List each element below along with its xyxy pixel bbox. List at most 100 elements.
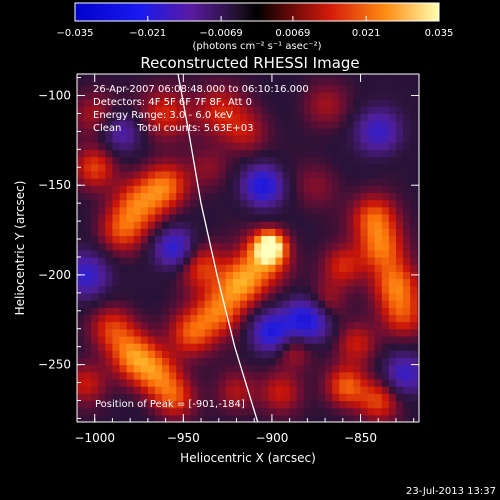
heatmap-cell [339,149,347,158]
heatmap-cell [247,221,255,229]
heatmap-cell [310,163,319,172]
heatmap-cell [374,264,383,272]
heatmap-cell [310,242,319,251]
heatmap-cell [282,127,291,136]
heatmap-cell [381,242,390,251]
heatmap-cell [240,163,248,172]
heatmap-cell [77,350,85,359]
heatmap-cell [346,134,355,143]
heatmap-cell [232,242,241,251]
heatmap-cell [112,285,121,294]
heatmap-cell [381,156,390,165]
heatmap-cell [225,170,234,179]
heatmap-cell [154,350,163,359]
heatmap-cell [183,285,192,294]
heatmap-cell [98,357,106,366]
heatmap-cell [332,221,340,229]
heatmap-cell [254,364,262,373]
heatmap-cell [339,170,347,179]
heatmap-cell [296,371,305,380]
heatmap-cell [317,74,326,79]
heatmap-cell [282,321,291,330]
heatmap-cell [367,386,376,394]
heatmap-cell [410,249,418,258]
heatmap-cell [190,249,199,258]
heatmap-cell [346,235,355,244]
heatmap-cell [388,156,397,165]
heatmap-cell [367,106,376,115]
heatmap-cell [374,271,383,280]
heatmap-cell [133,321,142,330]
colorbar-gradient [74,2,440,22]
heatmap-cell [105,264,114,272]
heatmap-cell [112,343,121,351]
heatmap-cell [353,314,362,323]
heatmap-cell [296,106,305,115]
heatmap-cell [176,292,184,301]
heatmap-cell [303,120,312,129]
heatmap-cell [162,120,170,129]
heatmap-cell [303,407,312,416]
heatmap-cell [317,256,326,265]
heatmap-cell [140,285,149,294]
heatmap-cell [282,178,291,186]
heatmap-cell [268,378,277,387]
heatmap-cell [374,77,383,86]
heatmap-cell [339,278,347,287]
heatmap-cell [410,228,418,237]
heatmap-cell [395,213,404,222]
heatmap-cell [105,199,114,208]
heatmap-cell [403,300,411,308]
heatmap-cell [84,221,92,229]
heatmap-cell [183,256,192,265]
heatmap-cell [339,314,347,323]
heatmap-cell [339,407,347,416]
heatmap-cell [310,357,319,366]
heatmap-cell [325,199,333,208]
heatmap-cell [317,120,326,129]
heatmap-cell [332,364,340,373]
heatmap-cell [126,307,135,315]
heatmap-cell [353,386,362,394]
heatmap-cell [332,74,340,79]
heatmap-cell [275,106,284,115]
heatmap-cell [275,350,284,359]
heatmap-cell [254,278,262,287]
heatmap-cell [346,292,355,301]
heatmap-cell [310,221,319,229]
heatmap-cell [147,321,156,330]
heatmap-cell [303,192,312,201]
energy-range-text: Energy Range: 3.0 - 6.0 keV [93,110,233,121]
heatmap-cell [112,170,121,179]
heatmap-cell [403,343,411,351]
heatmap-cell [91,156,99,165]
time-range-text: 26-Apr-2007 06:08:48.000 to 06:10:16.000 [93,84,309,95]
heatmap-cell [119,156,128,165]
heatmap-cell [126,192,135,201]
heatmap-cell [119,249,128,258]
heatmap-cell [105,414,114,422]
heatmap-cell [296,407,305,416]
heatmap-cell [225,149,234,158]
heatmap-cell [183,235,192,244]
heatmap-cell [360,134,369,143]
heatmap-cell [162,307,170,315]
heatmap-cell [310,99,319,107]
heatmap-cell [325,74,333,79]
heatmap-cell [296,414,305,422]
heatmap-cell [339,228,347,237]
heatmap-cell [339,84,347,93]
heatmap-cell [310,142,319,150]
heatmap-cell [133,120,142,129]
heatmap-cell [381,127,390,136]
heatmap-cell [112,264,121,272]
heatmap-cell [225,163,234,172]
heatmap-cell [275,393,284,402]
heatmap-cell [275,120,284,129]
heatmap-cell [190,407,199,416]
heatmap-cell [247,74,255,79]
heatmap-cell [275,156,284,165]
heatmap-cell [303,134,312,143]
heatmap-cell [190,242,199,251]
heatmap-cell [140,328,149,337]
